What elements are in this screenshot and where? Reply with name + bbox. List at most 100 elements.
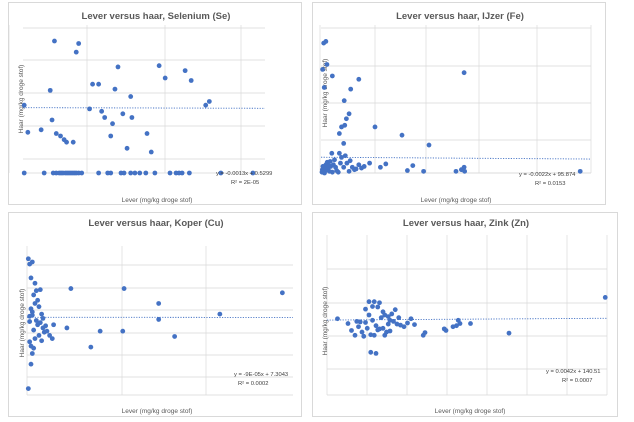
data-point	[359, 329, 365, 335]
data-point	[162, 75, 168, 81]
data-point	[49, 336, 55, 341]
data-point	[443, 328, 449, 333]
data-point	[33, 288, 39, 294]
data-point	[361, 333, 367, 339]
y-axis-label: Haar (mg/kg droge stof)	[322, 287, 329, 356]
data-point	[462, 168, 468, 174]
data-point	[357, 319, 363, 325]
data-point	[370, 304, 375, 309]
data-point	[121, 286, 127, 291]
data-point	[385, 321, 391, 327]
data-point	[25, 386, 31, 392]
data-point	[405, 168, 410, 173]
data-point	[37, 320, 43, 326]
data-point	[120, 328, 126, 334]
data-point	[148, 149, 154, 155]
x-axis-label: Lever (mg/kg droge stof)	[122, 197, 193, 204]
data-point	[132, 170, 138, 176]
data-point	[329, 73, 335, 79]
data-point	[457, 321, 463, 326]
data-point	[179, 170, 185, 176]
data-point	[367, 160, 372, 166]
data-point	[32, 336, 38, 341]
data-point	[345, 321, 351, 326]
data-point	[329, 169, 335, 175]
data-point	[380, 325, 386, 331]
data-point	[31, 327, 37, 333]
r-squared-label: R² = 2E-05	[231, 180, 259, 186]
data-point	[137, 170, 143, 176]
data-point	[108, 133, 114, 139]
data-point	[28, 306, 34, 312]
data-point	[128, 170, 134, 176]
data-point	[339, 124, 344, 130]
data-point	[156, 317, 162, 322]
data-point	[383, 161, 389, 167]
data-point	[356, 162, 362, 168]
chart-svg: Lever versus haar, Selenium (Se) Lever (m…	[9, 11, 272, 204]
chart-title: Lever versus haar, Koper (Cu)	[88, 218, 223, 229]
data-point	[348, 86, 354, 92]
data-point	[356, 324, 361, 330]
data-point	[121, 170, 127, 176]
data-point	[41, 170, 47, 176]
trendline	[326, 317, 608, 321]
chart-zink: Lever versus haar, Zink (Zn) Lever (mg/kg…	[312, 212, 618, 417]
data-point	[366, 312, 372, 318]
data-point	[39, 311, 45, 317]
data-point	[152, 170, 158, 176]
data-point	[454, 323, 459, 329]
data-point	[338, 160, 343, 166]
data-point	[172, 334, 178, 339]
data-point	[320, 67, 326, 72]
data-point	[188, 78, 194, 83]
data-point	[343, 116, 349, 122]
data-point	[167, 170, 173, 176]
data-point	[363, 320, 368, 325]
data-point	[321, 85, 327, 90]
data-point	[399, 132, 405, 138]
data-point	[368, 349, 374, 355]
data-point	[377, 300, 382, 306]
data-point	[32, 301, 38, 306]
data-point	[182, 68, 188, 74]
data-point	[371, 299, 377, 305]
data-point	[391, 319, 396, 324]
data-point	[453, 168, 459, 174]
r-squared-label: R² = 0.0002	[238, 381, 268, 387]
data-point	[203, 102, 209, 108]
data-point	[87, 106, 92, 112]
data-point	[341, 164, 347, 170]
data-point	[49, 117, 55, 123]
data-point	[64, 325, 70, 331]
data-point	[342, 153, 348, 159]
data-point	[35, 297, 41, 303]
chart-svg: Lever versus haar, IJzer (Fe) Lever (mg/k…	[319, 11, 592, 204]
data-point	[27, 319, 33, 324]
data-point	[387, 328, 393, 334]
data-point	[47, 87, 53, 93]
chart-svg: Lever versus haar, Zink (Zn) Lever (mg/kg…	[322, 218, 608, 415]
data-point	[339, 154, 344, 160]
data-point	[327, 159, 333, 164]
data-point	[353, 166, 359, 172]
data-point	[426, 142, 432, 148]
data-point	[40, 325, 46, 331]
data-point	[336, 131, 342, 136]
data-point	[156, 63, 162, 69]
data-point	[186, 170, 192, 176]
data-point	[64, 139, 69, 145]
data-point	[279, 290, 285, 296]
data-point	[468, 321, 473, 326]
data-point	[51, 322, 56, 328]
data-point	[373, 323, 379, 329]
data-point	[378, 315, 384, 321]
trend-equation: y = 0.0042x + 140.51	[546, 369, 600, 375]
data-point	[28, 275, 34, 281]
r-squared-label: R² = 0.0153	[535, 181, 565, 187]
chart-koper: Lever versus haar, Koper (Cu) Lever (mg/k…	[8, 212, 302, 417]
data-point	[29, 312, 35, 318]
y-axis-label: Haar (mg/kg droge stof)	[322, 59, 329, 128]
trend-equation: y = -9E-05x + 7.3043	[234, 372, 288, 378]
chart-svg: Lever versus haar, Koper (Cu) Lever (mg/k…	[19, 218, 294, 415]
